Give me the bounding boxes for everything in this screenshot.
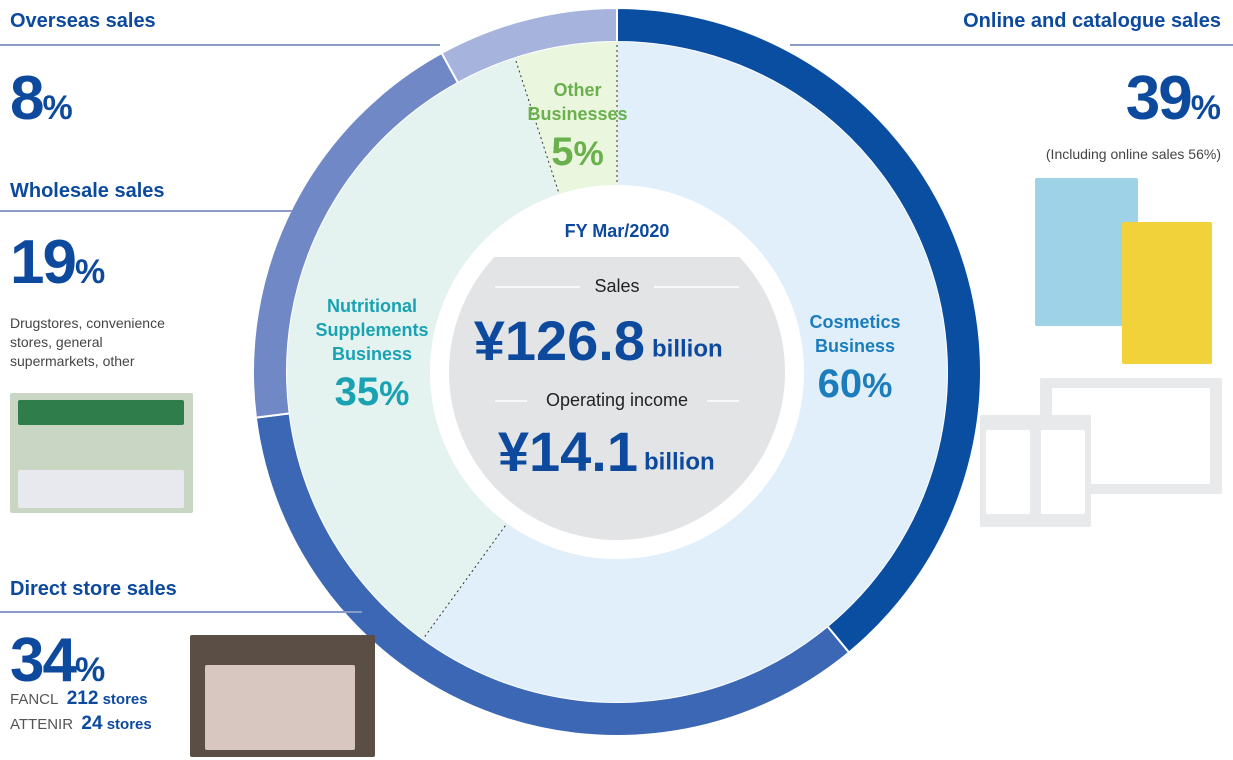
income-label: Operating income: [546, 390, 688, 410]
period: FY Mar/2020: [565, 221, 670, 241]
business-name: Other Businesses: [527, 80, 628, 124]
business-sector: [287, 58, 560, 639]
sales-value: ¥126.8: [474, 309, 645, 372]
business-name: Nutritional Supplements Business: [315, 296, 429, 364]
value-unit: %: [379, 375, 410, 413]
store-count: 212: [66, 688, 99, 709]
channel-note: (Including online sales 56%): [1045, 146, 1221, 162]
value-number: 34: [10, 626, 77, 695]
value-unit: %: [74, 651, 106, 689]
business-label: Other Businesses 5%: [520, 78, 635, 178]
photo-catalogue: [1035, 178, 1138, 326]
value-number: 35: [334, 370, 380, 414]
channel-header: Online and catalogue sales: [963, 10, 1221, 32]
business-sector: [423, 42, 948, 703]
income-unit: billion: [644, 448, 715, 475]
business-label: Cosmetics Business 60%: [790, 310, 920, 410]
value-unit: %: [42, 89, 73, 127]
value-unit: %: [74, 253, 106, 291]
sales-unit: billion: [652, 335, 723, 362]
photo-detail: [205, 665, 355, 750]
business-name: Cosmetics Business: [809, 312, 901, 356]
channel-header: Direct store sales: [10, 578, 177, 600]
business-value: 5%: [520, 126, 635, 178]
business-label: Nutritional Supplements Business 35%: [307, 294, 437, 418]
sales-label: Sales: [594, 276, 639, 296]
value-number: 39: [1125, 64, 1193, 133]
value-unit: %: [573, 135, 604, 173]
store-unit: stores: [102, 691, 148, 708]
store-row: FANCL 212 stores: [10, 688, 148, 710]
value-number: 5: [551, 130, 574, 174]
income-value: ¥14.1: [498, 420, 638, 483]
channel-value: 39%: [1126, 68, 1221, 139]
store-brand: ATTENIR: [10, 716, 74, 733]
value-unit: %: [862, 367, 893, 405]
business-sector: [515, 42, 617, 195]
photo-detail: [18, 470, 184, 508]
value-number: 8: [10, 64, 45, 133]
channel-value: 34%: [10, 630, 105, 701]
store-brand: FANCL: [10, 691, 59, 708]
value-number: 60: [817, 362, 863, 406]
business-value: 35%: [307, 366, 437, 418]
value-number: 19: [10, 228, 77, 297]
channel-value: 19%: [10, 232, 105, 303]
channel-header: Overseas sales: [10, 10, 156, 32]
channel-note: Drugstores, convenience stores, general …: [10, 315, 165, 369]
photo-detail: [18, 400, 184, 425]
divider: [514, 57, 559, 192]
channel-value: 8%: [10, 68, 73, 139]
store-row: ATTENIR 24 stores: [10, 713, 152, 735]
value-unit: %: [1190, 89, 1221, 127]
photo-screen: [1052, 388, 1210, 484]
photo-catalogue: [1122, 222, 1212, 364]
business-value: 60%: [790, 358, 920, 410]
divider: [422, 525, 506, 640]
store-unit: stores: [106, 716, 152, 733]
center-disc: [449, 257, 785, 540]
photo-screen: [1041, 430, 1085, 514]
store-count: 24: [81, 713, 103, 734]
channel-header: Wholesale sales: [10, 180, 165, 202]
photo-screen: [986, 430, 1030, 514]
